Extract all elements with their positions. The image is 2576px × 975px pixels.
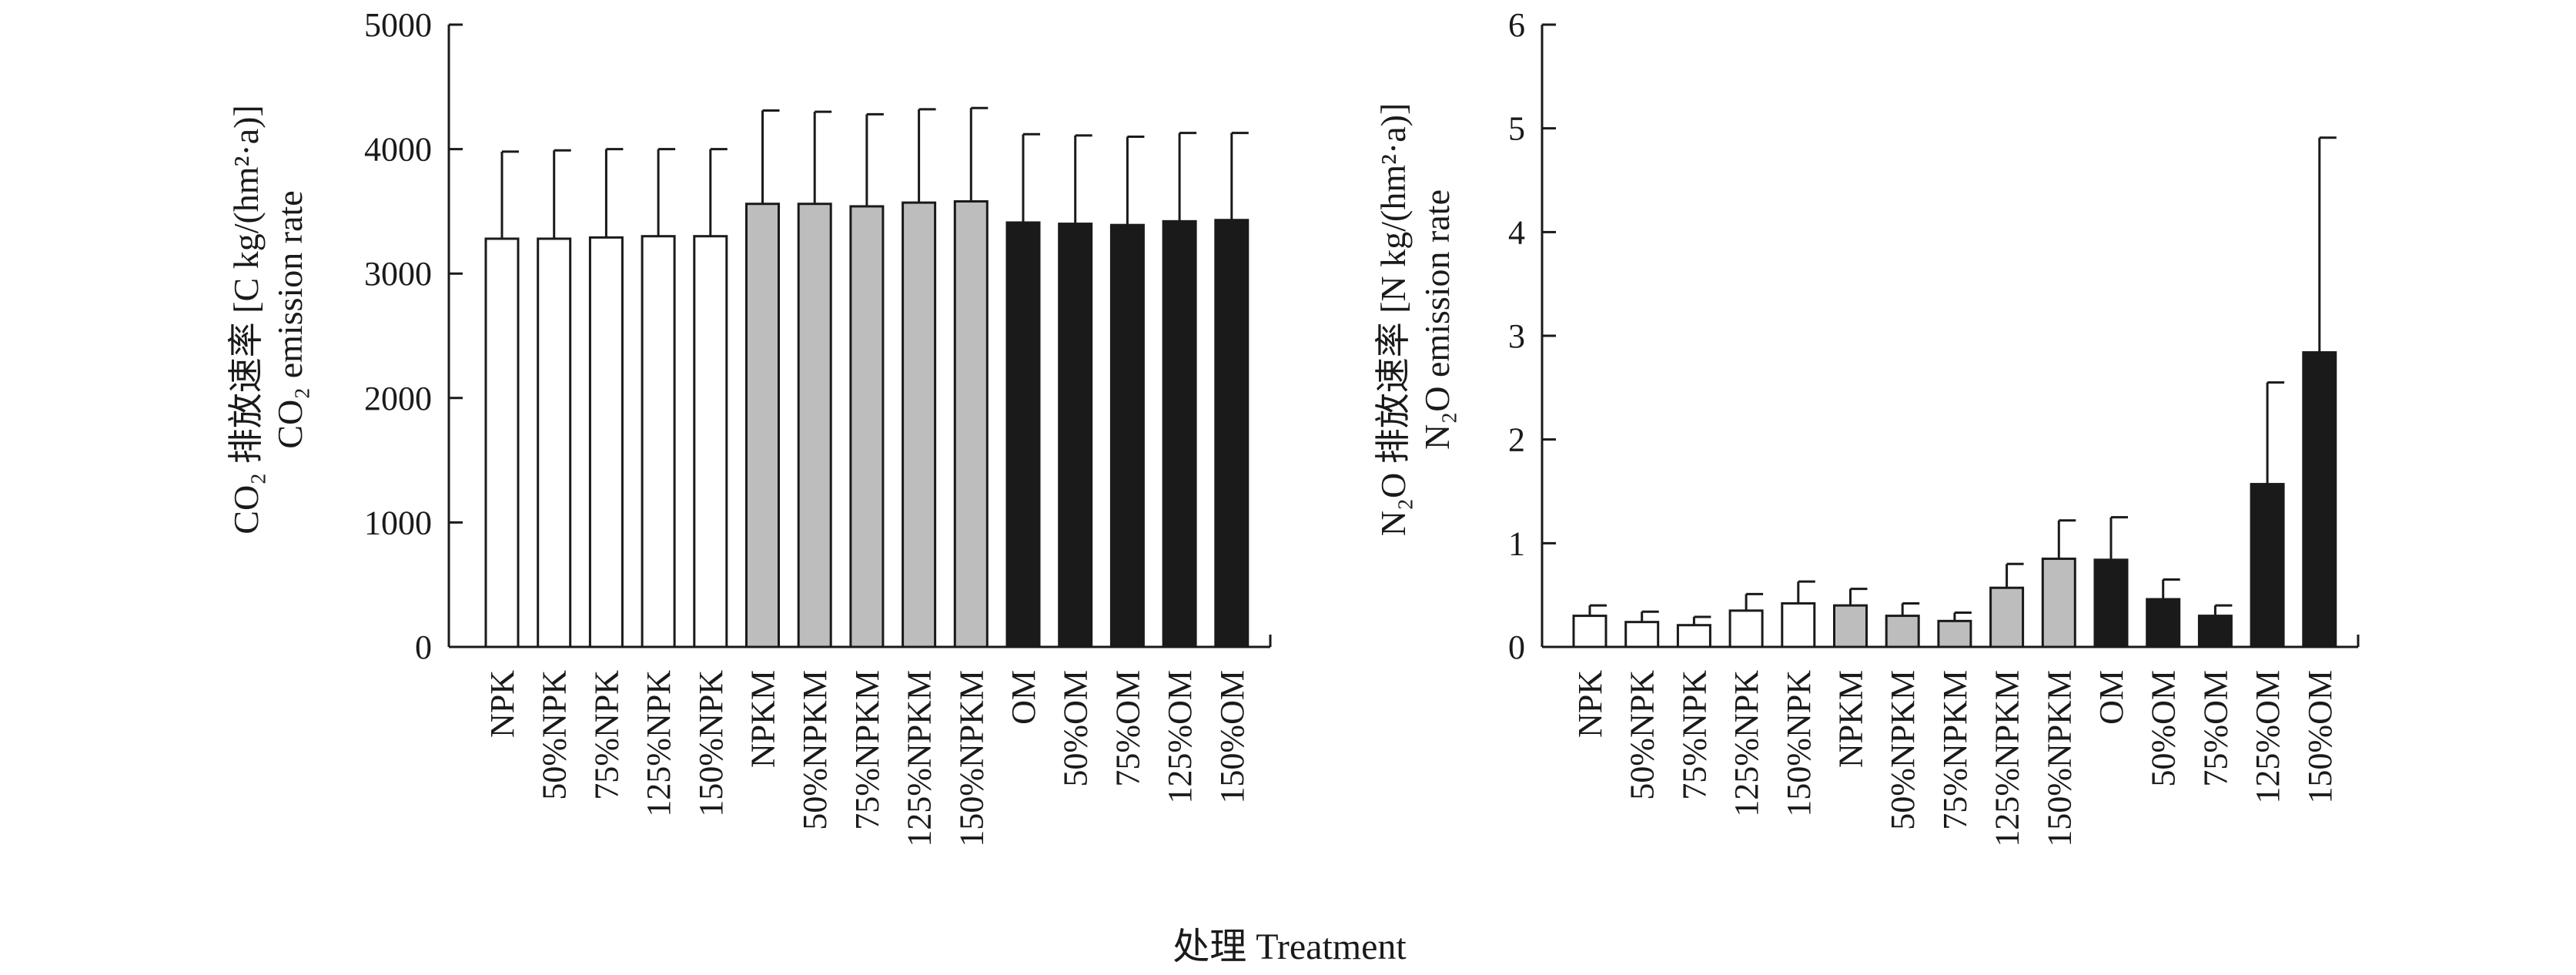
n2o-category-label: 50%NPKM (1884, 670, 1922, 830)
n2o-bar (1624, 621, 1660, 648)
n2o-bar (1728, 609, 1764, 648)
co2-bar (1162, 219, 1197, 648)
n2o-y-tick-label: 6 (1508, 6, 1525, 44)
co2-bar (902, 201, 937, 648)
n2o-bar (2197, 615, 2233, 648)
n2o-category-label: 75%OM (2196, 670, 2234, 787)
co2-y-tick-label: 5000 (364, 6, 432, 44)
n2o-category-label: 150%NPK (1780, 670, 1818, 817)
co2-category-label: 125%NPK (640, 670, 677, 817)
co2-y-tick-label: 2000 (364, 380, 432, 417)
co2-bar (953, 199, 989, 648)
n2o-bar (2250, 483, 2285, 648)
co2-y-tick-label: 1000 (364, 504, 432, 541)
co2-category-label: 75%NPKM (848, 670, 886, 830)
n2o-y-tick-label: 1 (1508, 524, 1525, 562)
co2-ylabel-cn: CO₂ 排放速率 [C kg/(hm²·a)] (226, 105, 266, 534)
n2o-y-tick-label: 3 (1508, 317, 1525, 355)
n2o-category-label: 50%OM (2145, 670, 2183, 787)
n2o-bar (2302, 351, 2337, 648)
n2o-chart: 0 1 2 3 4 5 6 NPK 50%NPK 75%NPK 125%NPK 150%NPK NPKM… (1508, 6, 2360, 847)
co2-category-label: 75%NPK (587, 670, 625, 800)
co2-category-label: 150%NPKM (952, 670, 990, 847)
co2-category-label: NPKM (744, 670, 782, 768)
co2-category-label: 125%NPKM (901, 670, 938, 847)
n2o-category-label: 125%NPKM (1989, 670, 2026, 847)
n2o-ylabel-en: N₂O emission rate (1417, 189, 1457, 450)
co2-bar (1058, 223, 1093, 648)
n2o-category-label: NPK (1571, 670, 1609, 738)
n2o-category-label: 125%NPK (1728, 670, 1765, 817)
n2o-category-label: NPKM (1832, 670, 1870, 768)
co2-chart: 0 1000 2000 3000 4000 5000 NPK 50%NPK 75%NPK 125%… (364, 6, 1272, 847)
co2-y-tick-label: 0 (415, 628, 432, 666)
co2-bar (1214, 219, 1250, 648)
n2o-bar (1781, 601, 1816, 648)
n2o-bar (2146, 598, 2181, 648)
n2o-category-label: 75%NPK (1675, 670, 1713, 800)
n2o-y-tick-label: 4 (1508, 213, 1525, 251)
n2o-bar (1572, 615, 1607, 648)
n2o-bar (1937, 619, 1972, 648)
co2-category-label: 150%OM (1213, 670, 1251, 804)
co2-category-label: 50%NPKM (796, 670, 834, 830)
n2o-y-tick-label: 0 (1508, 628, 1525, 666)
n2o-bar (1676, 624, 1711, 648)
co2-category-label: 50%NPK (536, 670, 574, 800)
co2-category-label: OM (1005, 670, 1042, 725)
co2-bar (745, 203, 780, 648)
n2o-bar (1989, 586, 2025, 648)
n2o-category-label: 75%NPKM (1936, 670, 1974, 830)
co2-bar (693, 235, 728, 648)
n2o-bar (2041, 558, 2076, 648)
n2o-bar (1885, 615, 1920, 648)
co2-category-label: 125%OM (1161, 670, 1199, 804)
n2o-category-label: 150%NPKM (2040, 670, 2078, 847)
co2-y-tick-label: 3000 (364, 255, 432, 293)
co2-y-tick-label: 4000 (364, 131, 432, 169)
co2-bar (588, 236, 624, 648)
co2-bar (1005, 221, 1041, 648)
co2-bar (641, 235, 676, 648)
co2-bar (1109, 223, 1145, 648)
n2o-category-label: 125%OM (2249, 670, 2287, 804)
n2o-y-tick-label: 5 (1508, 110, 1525, 148)
co2-bar (484, 237, 520, 648)
co2-bar (537, 237, 572, 648)
co2-bar (849, 205, 885, 648)
co2-category-label: 150%NPK (692, 670, 730, 817)
n2o-category-label: OM (2093, 670, 2130, 725)
co2-ylabel-en: CO₂ emission rate (270, 190, 309, 448)
co2-bar (797, 203, 832, 648)
x-axis-title: 处理 Treatment (1173, 926, 1407, 967)
n2o-bar (1833, 604, 1868, 648)
co2-category-label: NPK (483, 670, 521, 738)
co2-category-label: 50%OM (1057, 670, 1095, 787)
n2o-category-label: 50%NPK (1624, 670, 1661, 800)
n2o-category-label: 150%OM (2301, 670, 2339, 804)
n2o-bar (2093, 558, 2129, 648)
n2o-y-tick-label: 2 (1508, 421, 1525, 459)
co2-category-label: 75%OM (1109, 670, 1146, 787)
n2o-ylabel-cn: N₂O 排放速率 [N kg/(hm²·a)] (1373, 103, 1413, 537)
